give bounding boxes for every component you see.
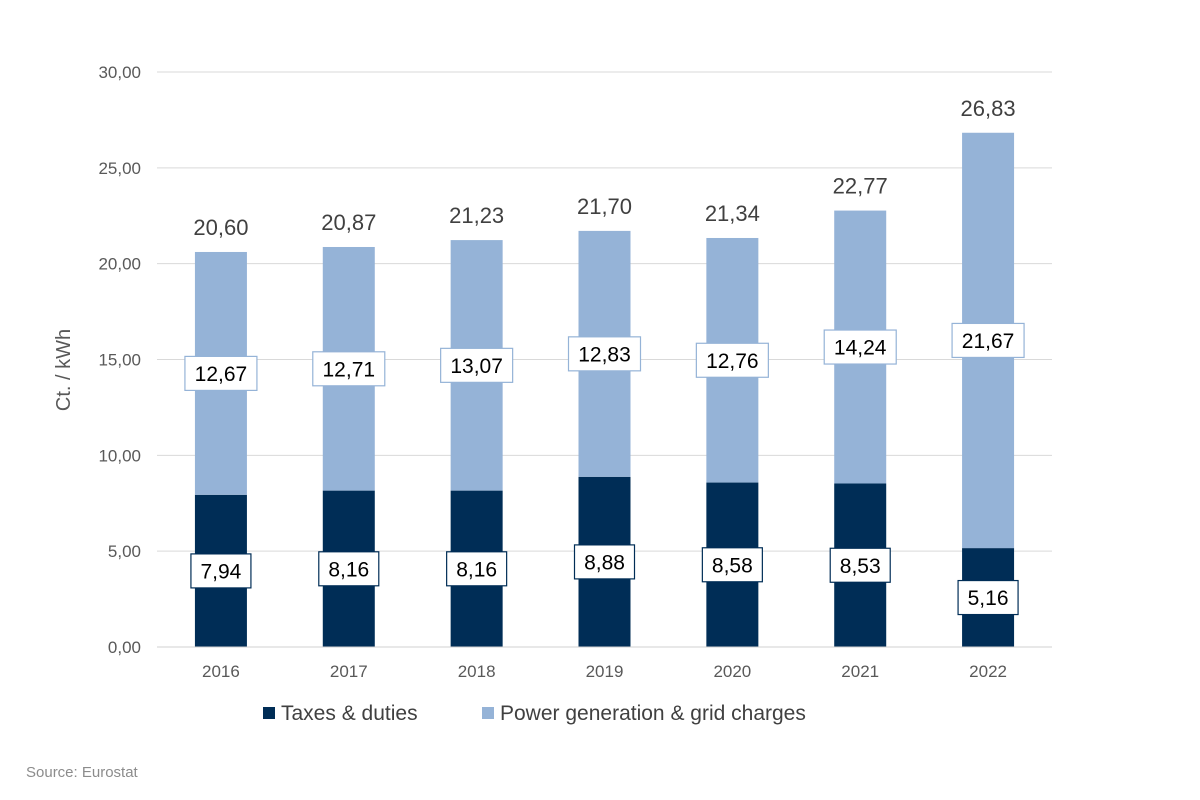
total-label: 20,87 bbox=[321, 210, 376, 235]
data-labels: 20,60 7,94 12,67 20,87 8,16 12,71 21,23 8,16 13,… bbox=[184, 96, 1025, 616]
source-note: Source: Eurostat bbox=[26, 764, 139, 781]
label-power-generation-grid: 12,83 bbox=[578, 343, 631, 366]
label-taxes-duties: 8,53 bbox=[840, 555, 881, 578]
total-label: 21,23 bbox=[449, 203, 504, 228]
x-tick-label: 2019 bbox=[586, 662, 624, 681]
total-label: 26,83 bbox=[961, 96, 1016, 121]
y-tick-label: 30,00 bbox=[98, 63, 141, 82]
label-taxes-duties-box bbox=[829, 547, 891, 583]
x-tick-label: 2017 bbox=[330, 662, 368, 681]
x-tick-label: 2022 bbox=[969, 662, 1007, 681]
legend-swatch-power-generation-grid bbox=[482, 707, 494, 719]
legend-label-taxes-duties: Taxes & duties bbox=[281, 702, 418, 725]
label-taxes-duties-box bbox=[957, 579, 1019, 616]
label-taxes-duties-box bbox=[190, 553, 252, 589]
label-taxes-duties-box bbox=[318, 551, 380, 587]
y-tick-label: 5,00 bbox=[108, 542, 141, 561]
label-taxes-duties-box bbox=[701, 547, 763, 583]
label-power-generation-grid: 14,24 bbox=[834, 337, 887, 360]
label-taxes-duties: 7,94 bbox=[200, 560, 241, 583]
label-taxes-duties: 8,58 bbox=[712, 554, 753, 577]
label-power-generation-grid: 13,07 bbox=[450, 355, 503, 378]
label-power-generation-grid: 12,67 bbox=[195, 363, 248, 386]
y-tick-label: 10,00 bbox=[98, 446, 141, 465]
label-power-generation-grid-box bbox=[823, 329, 897, 365]
label-taxes-duties: 8,16 bbox=[456, 558, 497, 581]
x-tick-label: 2016 bbox=[202, 662, 240, 681]
x-tick-label: 2021 bbox=[841, 662, 879, 681]
x-tick-label: 2018 bbox=[458, 662, 496, 681]
label-power-generation-grid-box bbox=[312, 351, 386, 387]
label-taxes-duties: 8,16 bbox=[328, 558, 369, 581]
label-power-generation-grid-box bbox=[184, 355, 258, 391]
y-axis-ticks: 0,00 5,00 10,00 15,00 20,00 25,00 30,00 bbox=[98, 63, 141, 657]
legend-swatch-taxes-duties bbox=[263, 707, 275, 719]
x-tick-label: 2020 bbox=[713, 662, 751, 681]
label-power-generation-grid: 12,71 bbox=[323, 358, 376, 381]
label-taxes-duties: 5,16 bbox=[968, 587, 1009, 610]
label-power-generation-grid-box bbox=[951, 322, 1025, 359]
total-label: 20,60 bbox=[193, 215, 248, 240]
y-axis-label: Ct. / kWh bbox=[53, 329, 75, 411]
legend: Taxes & duties Power generation & grid ch… bbox=[263, 702, 806, 725]
y-tick-label: 20,00 bbox=[98, 255, 141, 274]
label-power-generation-grid: 12,76 bbox=[706, 350, 759, 373]
legend-label-power-generation-grid: Power generation & grid charges bbox=[500, 702, 806, 725]
label-taxes-duties-box bbox=[446, 551, 508, 587]
total-label: 21,70 bbox=[577, 194, 632, 219]
label-power-generation-grid-box bbox=[567, 336, 642, 372]
x-axis-ticks: 2016 2017 2018 2019 2020 2021 2022 bbox=[202, 662, 1007, 681]
label-taxes-duties: 8,88 bbox=[584, 551, 625, 574]
total-label: 22,77 bbox=[833, 174, 888, 199]
y-tick-label: 25,00 bbox=[98, 159, 141, 178]
y-tick-label: 15,00 bbox=[98, 351, 141, 370]
label-power-generation-grid: 21,67 bbox=[962, 330, 1015, 353]
total-label: 21,34 bbox=[705, 201, 760, 226]
label-taxes-duties-box bbox=[573, 544, 636, 580]
label-power-generation-grid-box bbox=[440, 347, 514, 383]
y-tick-label: 0,00 bbox=[108, 638, 141, 657]
label-power-generation-grid-box bbox=[695, 342, 769, 378]
